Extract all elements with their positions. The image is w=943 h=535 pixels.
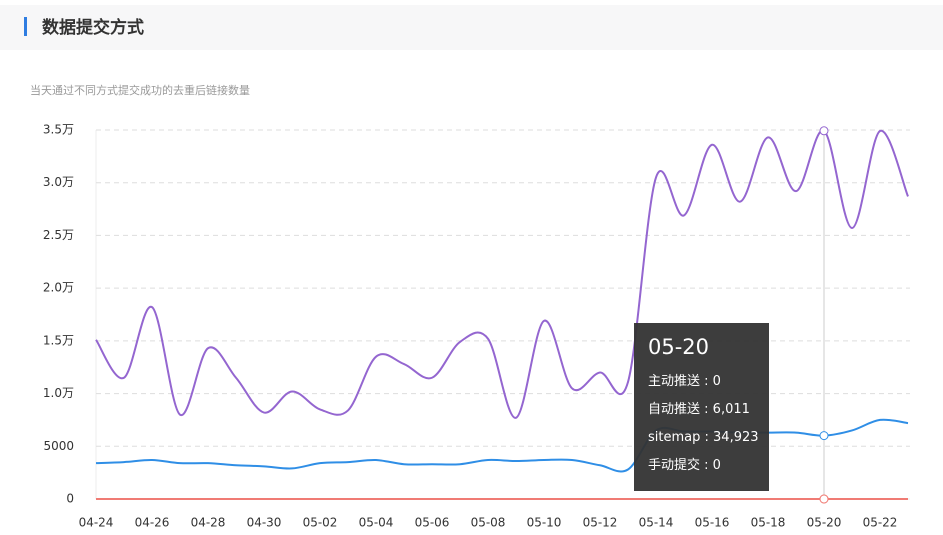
x-tick-label: 05-04 xyxy=(359,516,394,530)
x-tick-label: 05-14 xyxy=(639,516,674,530)
x-tick-label: 05-12 xyxy=(583,516,618,530)
series-line xyxy=(95,129,909,419)
x-tick-label: 04-28 xyxy=(191,516,226,530)
y-tick-label: 2.5万 xyxy=(43,228,74,242)
x-tick-label: 05-16 xyxy=(695,516,730,530)
tooltip-text: : xyxy=(700,430,713,445)
highlight-point xyxy=(819,126,829,136)
tooltip-text: 6,011 xyxy=(713,402,750,417)
x-tick-label: 05-20 xyxy=(807,516,842,530)
tooltip-text: 0 xyxy=(713,374,721,389)
tooltip-text: : xyxy=(700,458,713,473)
y-tick-label: 3.0万 xyxy=(43,175,74,189)
header-title: 数据提交方式 xyxy=(42,17,144,38)
header-accent xyxy=(24,17,27,36)
tooltip-row: sitemap : 34,923 xyxy=(648,430,759,445)
tooltip-box xyxy=(634,323,769,491)
tooltip-text: : xyxy=(700,374,713,389)
x-tick-label: 05-18 xyxy=(751,516,786,530)
highlight-point xyxy=(819,431,829,441)
grid: 0 5000 1.0万 1.5万 2.0万 2.5万 3.0万 3.5万 04-24 04-26 0… xyxy=(43,123,910,530)
x-tick-label: 05-08 xyxy=(471,516,506,530)
tooltip: 05-20 主动推送 : 0 自动推送 : 6,011 sitemap : 34,92… xyxy=(634,323,769,491)
tooltip-text: sitemap xyxy=(648,430,700,445)
y-tick-label: 1.0万 xyxy=(43,386,74,400)
y-tick-label: 3.5万 xyxy=(43,123,74,137)
tooltip-title: 05-20 xyxy=(648,335,709,359)
x-tick-label: 05-06 xyxy=(415,516,450,530)
tooltip-row: 自动推送 : 6,011 xyxy=(648,402,750,417)
highlight-point xyxy=(819,494,829,504)
x-tick-label: 04-30 xyxy=(247,516,282,530)
subtitle: 当天通过不同方式提交成功的去重后链接数量 xyxy=(30,83,250,97)
tooltip-row: 手动提交 : 0 xyxy=(648,457,721,473)
tooltip-text: 34,923 xyxy=(713,430,759,445)
y-tick-label: 1.5万 xyxy=(43,333,74,347)
tooltip-text: 主动推送 xyxy=(648,374,700,389)
x-tick-label: 04-24 xyxy=(79,516,114,530)
x-tick-label: 05-10 xyxy=(527,516,562,530)
tooltip-text: : xyxy=(700,402,713,417)
series-line xyxy=(95,418,909,473)
tooltip-text: 自动推送 xyxy=(648,402,700,417)
y-tick-label: 0 xyxy=(66,492,74,506)
lines xyxy=(95,126,909,504)
x-tick-label: 05-02 xyxy=(303,516,338,530)
tooltip-row: 主动推送 : 0 xyxy=(648,374,721,389)
y-tick-label: 2.0万 xyxy=(43,281,74,295)
tooltip-text: 0 xyxy=(713,458,721,473)
y-tick-label: 5000 xyxy=(43,439,74,453)
x-tick-label: 05-22 xyxy=(863,516,898,530)
x-tick-label: 04-26 xyxy=(135,516,170,530)
header-bar xyxy=(0,5,943,50)
tooltip-text: 手动提交 xyxy=(648,457,700,473)
